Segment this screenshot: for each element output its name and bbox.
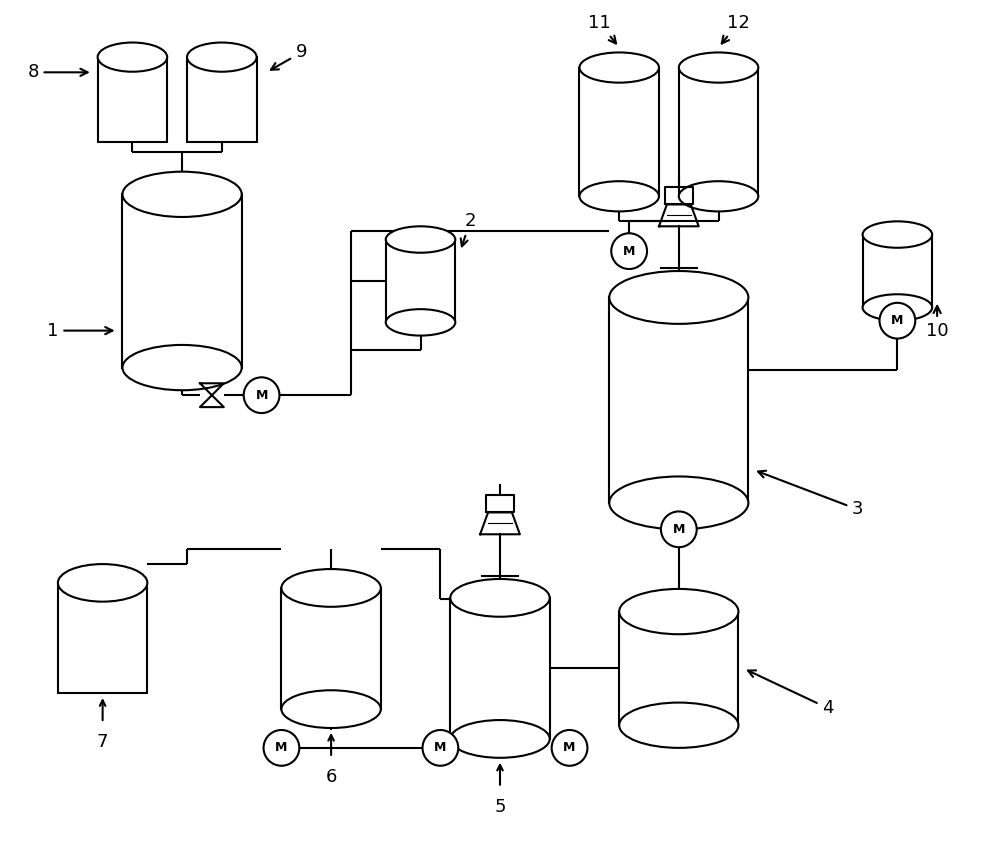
Circle shape (880, 303, 915, 338)
Ellipse shape (609, 271, 748, 324)
Text: 8: 8 (27, 63, 88, 82)
Ellipse shape (863, 221, 932, 247)
Bar (98, 57, 167, 142)
Ellipse shape (58, 564, 147, 602)
Text: M: M (623, 245, 635, 258)
Circle shape (552, 730, 587, 766)
Ellipse shape (187, 42, 257, 71)
Text: M: M (275, 741, 288, 755)
Ellipse shape (679, 53, 758, 82)
Ellipse shape (450, 579, 550, 617)
Text: 9: 9 (271, 43, 307, 70)
Text: M: M (891, 314, 904, 327)
Circle shape (661, 512, 697, 547)
Bar (386, 240, 455, 322)
Ellipse shape (98, 42, 167, 71)
Circle shape (423, 730, 458, 766)
Bar (609, 298, 748, 503)
Ellipse shape (122, 172, 242, 217)
Ellipse shape (122, 345, 242, 390)
Text: 1: 1 (47, 321, 112, 340)
Ellipse shape (619, 589, 738, 634)
Bar (122, 195, 242, 367)
Text: M: M (673, 523, 685, 536)
Bar (58, 583, 147, 694)
Text: 11: 11 (588, 14, 616, 43)
Bar (619, 611, 738, 725)
Bar (450, 598, 550, 739)
Circle shape (244, 377, 279, 413)
Bar (579, 67, 659, 196)
Ellipse shape (863, 294, 932, 320)
Text: 3: 3 (758, 471, 863, 518)
Text: 2: 2 (461, 212, 476, 246)
Text: M: M (434, 741, 447, 755)
Text: 5: 5 (494, 797, 506, 815)
Ellipse shape (281, 690, 381, 728)
Text: 4: 4 (748, 671, 834, 717)
Ellipse shape (579, 53, 659, 82)
Bar (863, 235, 932, 308)
Text: 12: 12 (722, 14, 750, 43)
Ellipse shape (386, 226, 455, 252)
Circle shape (611, 233, 647, 269)
Text: M: M (563, 741, 576, 755)
Bar (187, 57, 257, 142)
Text: 7: 7 (97, 733, 108, 751)
Ellipse shape (679, 181, 758, 212)
Bar (281, 588, 381, 709)
Text: 10: 10 (926, 306, 948, 340)
Ellipse shape (281, 569, 381, 607)
Ellipse shape (619, 703, 738, 748)
Text: 6: 6 (325, 768, 337, 785)
Ellipse shape (386, 309, 455, 336)
Circle shape (264, 730, 299, 766)
Ellipse shape (609, 477, 748, 530)
Ellipse shape (579, 181, 659, 212)
Text: M: M (255, 388, 268, 402)
Ellipse shape (450, 720, 550, 758)
Bar (679, 67, 758, 196)
